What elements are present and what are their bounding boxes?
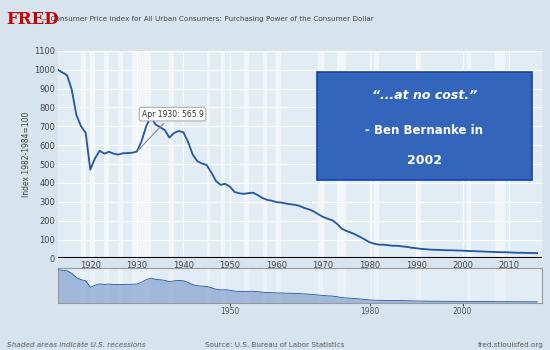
Bar [337, 268, 346, 303]
FancyBboxPatch shape [317, 71, 532, 180]
Bar [374, 268, 379, 303]
Text: Shaded areas indicate U.S. recessions: Shaded areas indicate U.S. recessions [7, 342, 145, 348]
Bar [370, 268, 372, 303]
Bar [468, 268, 471, 303]
Bar [169, 51, 174, 258]
Bar [495, 268, 504, 303]
Bar [221, 268, 225, 303]
Bar [81, 268, 86, 303]
Bar [416, 51, 421, 258]
Bar [90, 51, 95, 258]
Bar [207, 51, 210, 258]
Bar [118, 268, 123, 303]
Bar [468, 51, 471, 258]
Text: Apr 1930: 565.9: Apr 1930: 565.9 [139, 110, 204, 149]
Bar [169, 268, 174, 303]
Bar [416, 268, 421, 303]
Bar [318, 51, 323, 258]
Text: 2002: 2002 [407, 154, 442, 167]
Bar [132, 268, 151, 303]
Bar [495, 51, 504, 258]
Bar [370, 51, 372, 258]
Bar [277, 268, 281, 303]
Bar [262, 51, 267, 258]
Bar [207, 268, 210, 303]
Text: FRED: FRED [7, 11, 59, 28]
Bar [244, 51, 249, 258]
Bar [104, 268, 109, 303]
Bar [221, 51, 225, 258]
Bar [262, 268, 267, 303]
Bar [132, 51, 151, 258]
Text: Source: U.S. Bureau of Labor Statistics: Source: U.S. Bureau of Labor Statistics [205, 342, 345, 348]
Bar [104, 51, 109, 258]
Text: - Ben Bernanke in: - Ben Bernanke in [365, 124, 483, 138]
Bar [81, 51, 86, 258]
Bar [374, 51, 379, 258]
Text: — Consumer Price Index for All Urban Consumers: Purchasing Power of the Consumer: — Consumer Price Index for All Urban Con… [41, 16, 374, 22]
Bar [90, 268, 95, 303]
Bar [244, 268, 249, 303]
Text: fred.stlouisfed.org: fred.stlouisfed.org [477, 342, 543, 348]
Y-axis label: Index 1982-1984=100: Index 1982-1984=100 [22, 112, 31, 197]
Bar [318, 268, 323, 303]
Bar [337, 51, 346, 258]
Text: “...at no cost.”: “...at no cost.” [372, 89, 477, 102]
Bar [277, 51, 281, 258]
Bar [118, 51, 123, 258]
